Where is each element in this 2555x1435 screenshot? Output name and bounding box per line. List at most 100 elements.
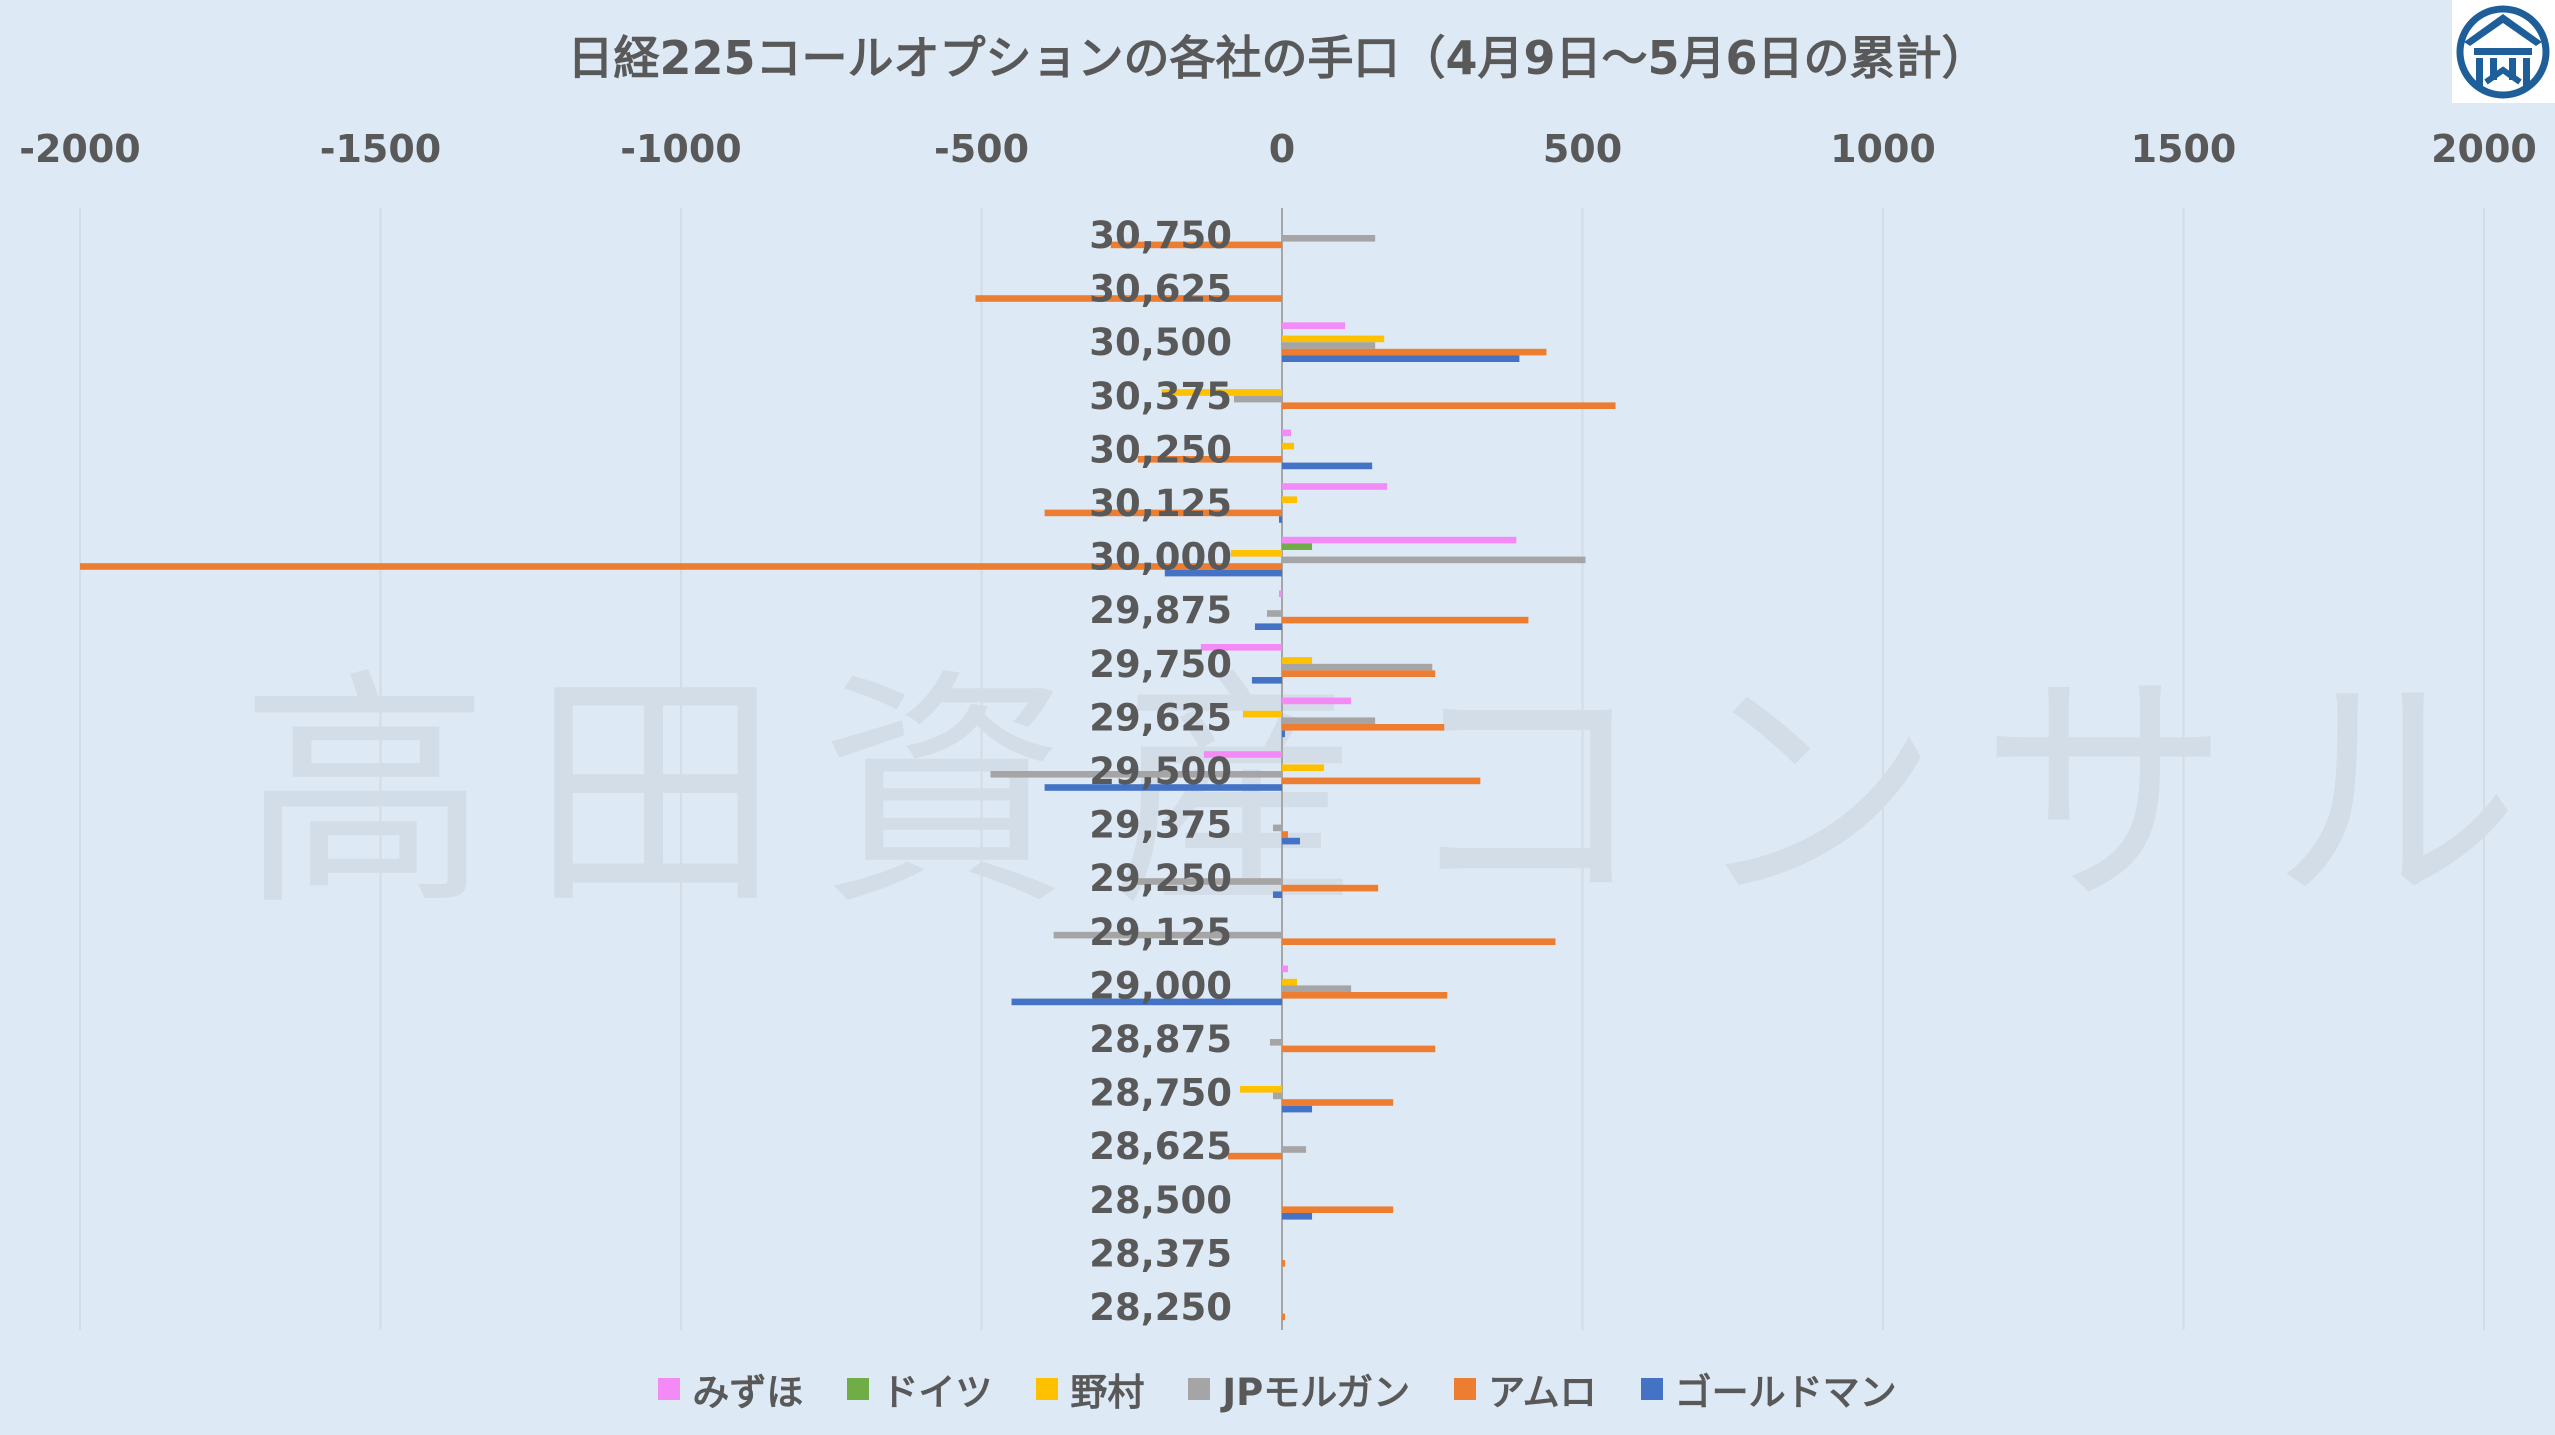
y-category-label: 29,125 [1089,911,1232,954]
legend-swatch [1640,1378,1663,1400]
logo [2452,0,2555,103]
bar [1282,965,1289,973]
bar [1282,730,1286,738]
y-category-label: 30,000 [1089,536,1232,579]
y-category-label: 30,750 [1089,214,1232,257]
x-tick-label: -1500 [320,127,442,171]
bar [1203,751,1282,758]
bar [1282,442,1295,450]
legend-swatch [1454,1378,1477,1400]
legend-swatch [1036,1378,1059,1400]
bar [1282,1213,1313,1220]
bar [1251,677,1282,684]
bar [1282,697,1352,705]
bar [1161,389,1282,396]
bar [1044,784,1282,791]
x-tick-label: 1000 [1830,127,1936,171]
bar [1282,938,1556,945]
bar [1278,516,1282,523]
bar [1134,878,1282,885]
legend-item: JPモルガン [1188,1362,1410,1416]
y-category-label: 28,250 [1089,1286,1232,1329]
bar [1239,1086,1282,1093]
bar [975,295,1282,302]
bar [1282,483,1388,490]
bar [1282,884,1379,892]
bar [1230,550,1282,557]
bar [1282,1105,1313,1113]
x-tick-label: 2000 [2431,127,2537,171]
y-category-label: 29,625 [1089,696,1232,739]
x-tick-label: -500 [934,127,1029,171]
chart-title: 日経225コールオプションの各社の手口（4月9日～5月6日の累計） [567,31,1988,85]
bar [1282,1099,1394,1106]
bar [1282,1206,1394,1213]
y-category-label: 29,875 [1089,589,1232,632]
bar-chart: -2000 -1500 -1000 -500 0 500 1000 1500 2000 30,75… [19,127,2537,1330]
y-category-label: 30,500 [1089,321,1232,364]
x-tick-label: 500 [1543,127,1622,171]
watermark-text: 高田資産コンサル [240,648,2555,939]
bar [990,771,1282,778]
bar [1266,610,1282,617]
bar [1282,657,1313,664]
y-category-label: 30,250 [1089,428,1232,471]
bar [1282,1260,1286,1267]
bar [1282,616,1529,624]
y-category-label: 29,500 [1089,750,1232,793]
y-category-label: 28,500 [1089,1179,1232,1222]
bar [1282,402,1616,409]
bar [1137,456,1282,463]
y-category-label: 30,125 [1089,482,1232,525]
bar [1282,978,1298,986]
bar [1282,764,1325,771]
bar [1164,569,1282,577]
building-roof-logo-icon [2456,5,2550,99]
bar [80,563,1282,570]
bar [1011,998,1282,1006]
legend-label: アムロ [1488,1371,1597,1414]
legend-item: ドイツ [847,1362,992,1416]
bar [1200,644,1282,651]
bar [1282,837,1301,845]
legend-swatch [847,1378,870,1400]
bar [1282,717,1376,724]
y-category-label: 29,750 [1089,643,1232,686]
bar [1282,335,1385,343]
bar [1044,509,1282,517]
bar [1282,543,1313,550]
x-tick-label: -2000 [19,127,141,171]
bar [1282,348,1547,356]
y-category-label: 28,375 [1089,1232,1232,1275]
legend-label: JPモルガン [1222,1371,1411,1414]
bar [1227,1152,1282,1160]
legend: みずほ ドイツ 野村 JPモルガン アムロ ゴールドマン [0,1362,2555,1416]
y-category-label: 29,250 [1089,857,1232,900]
bar [1272,1092,1282,1100]
bar [1053,931,1282,939]
legend-label: みずほ [692,1371,804,1414]
bar [1282,235,1376,242]
bar [1282,985,1352,992]
y-category-label: 30,375 [1089,375,1232,418]
legend-swatch [658,1378,681,1400]
bar [1242,710,1282,718]
bar [1282,355,1520,362]
legend-item: 野村 [1036,1362,1144,1416]
x-tick-label: 0 [1269,127,1295,171]
bar [1282,536,1517,544]
bar [1110,241,1282,249]
bar [1282,429,1292,437]
y-category-label: 28,750 [1089,1072,1232,1115]
bar [1272,824,1282,832]
bar [1282,663,1433,671]
bar [1272,891,1282,898]
bar [1282,724,1445,731]
legend-item: ゴールドマン [1640,1362,1897,1416]
legend-label: ゴールドマン [1674,1371,1897,1414]
bar [1269,1039,1282,1046]
bar [1282,1045,1436,1053]
y-category-label: 28,875 [1089,1018,1232,1061]
y-category-label: 29,000 [1089,964,1232,1007]
legend-label: ドイツ [881,1371,993,1414]
